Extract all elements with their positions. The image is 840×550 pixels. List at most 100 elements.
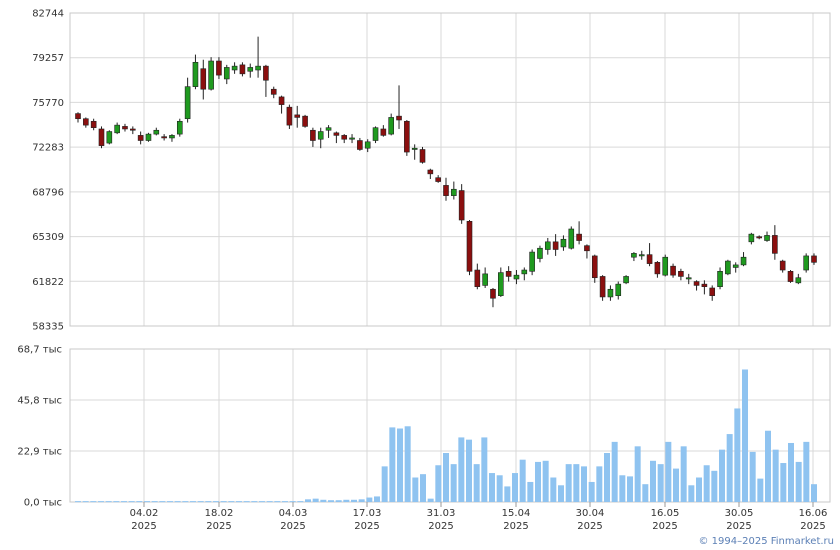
volume-bar (174, 501, 181, 503)
candle-body (270, 88, 277, 95)
candle (216, 57, 222, 79)
candle (779, 259, 786, 273)
candle (427, 168, 434, 179)
candle (537, 245, 543, 263)
candle-body (349, 137, 355, 140)
volume-bar (105, 501, 112, 503)
candle-body (184, 86, 191, 120)
candle-body (529, 251, 535, 272)
candle-body (505, 271, 512, 277)
candle (341, 134, 348, 144)
volume-bar (596, 466, 603, 502)
candle-body (372, 127, 379, 141)
price-tick-label: 65309 (32, 232, 64, 243)
candle (349, 134, 355, 144)
volume-bar (358, 499, 365, 502)
candle-body (427, 169, 434, 175)
x-tick-date: 16.06 (799, 508, 828, 519)
candle-body (302, 115, 308, 127)
volume-bar (450, 464, 457, 502)
candle-body (709, 287, 716, 296)
candle (678, 268, 684, 281)
volume-bar (205, 501, 212, 503)
volume-bar (121, 501, 127, 503)
candle (803, 253, 809, 273)
candle (380, 125, 387, 137)
candle (90, 118, 97, 131)
volume-tick-label: 45,8 тыс (17, 396, 62, 407)
volume-bar (581, 466, 587, 502)
volume-bar (312, 498, 319, 502)
candle (130, 126, 136, 135)
volume-bar (619, 475, 626, 502)
candle (787, 270, 794, 283)
candle (662, 254, 669, 277)
candle-body (443, 185, 449, 196)
volume-bar (159, 501, 166, 503)
candle (795, 273, 802, 285)
x-tick-date: 17.03 (353, 508, 382, 519)
candle-body (544, 241, 551, 250)
candle-body (231, 65, 238, 71)
candle-body (795, 277, 802, 284)
x-tick-year: 2025 (503, 521, 528, 532)
candle-body (693, 281, 700, 286)
candle-body (560, 238, 567, 248)
volume-bar (228, 501, 235, 503)
candle (208, 57, 214, 91)
volume-plot-frame (69, 348, 831, 503)
volume-bar (604, 453, 610, 502)
volume-bar (780, 463, 787, 502)
volume-bar (136, 501, 143, 503)
volume-bar (573, 464, 580, 502)
volume-bar (588, 481, 595, 502)
volume-bar (366, 497, 373, 502)
x-tick-year: 2025 (131, 521, 156, 532)
volume-bar (527, 481, 534, 502)
candle-body (615, 283, 622, 296)
candle-body (169, 135, 175, 139)
volume-bar (765, 430, 771, 502)
candle-body (404, 120, 410, 153)
candle-body (310, 129, 316, 141)
candle (513, 270, 520, 285)
candle-body (388, 117, 394, 135)
candle (247, 63, 254, 78)
candle (192, 54, 199, 90)
candle-body (779, 260, 786, 271)
volume-bar (795, 461, 802, 502)
candle (435, 175, 441, 183)
candle (685, 273, 692, 285)
volume-bar (803, 441, 810, 502)
candle-body (490, 288, 496, 299)
candle-body (411, 147, 418, 150)
candle-body (255, 65, 261, 71)
candle-body (325, 127, 332, 131)
candle-body (607, 288, 614, 298)
price-tick-label: 82744 (32, 9, 64, 20)
x-tick-date: 04.02 (130, 508, 159, 519)
candle (145, 132, 152, 142)
candle-body (482, 273, 488, 286)
volume-bar (550, 477, 557, 502)
candle (404, 119, 410, 156)
volume-bar (335, 500, 342, 502)
candle (772, 225, 778, 260)
volume-bar (680, 446, 687, 502)
candle (732, 262, 739, 273)
x-tick-year: 2025 (354, 521, 379, 532)
volume-bar (167, 501, 173, 503)
candle-body (294, 114, 301, 118)
candle-body (685, 277, 692, 280)
candle-body (623, 276, 629, 284)
x-tick-date: 30.04 (576, 508, 605, 519)
x-tick-year: 2025 (726, 521, 751, 532)
candle-body (568, 228, 575, 249)
x-tick-year: 2025 (577, 521, 602, 532)
candle-body (764, 235, 770, 241)
price-plot-frame (69, 12, 831, 327)
volume-bar (611, 441, 618, 502)
volume-bar (213, 501, 219, 503)
volume-bar (82, 501, 89, 503)
